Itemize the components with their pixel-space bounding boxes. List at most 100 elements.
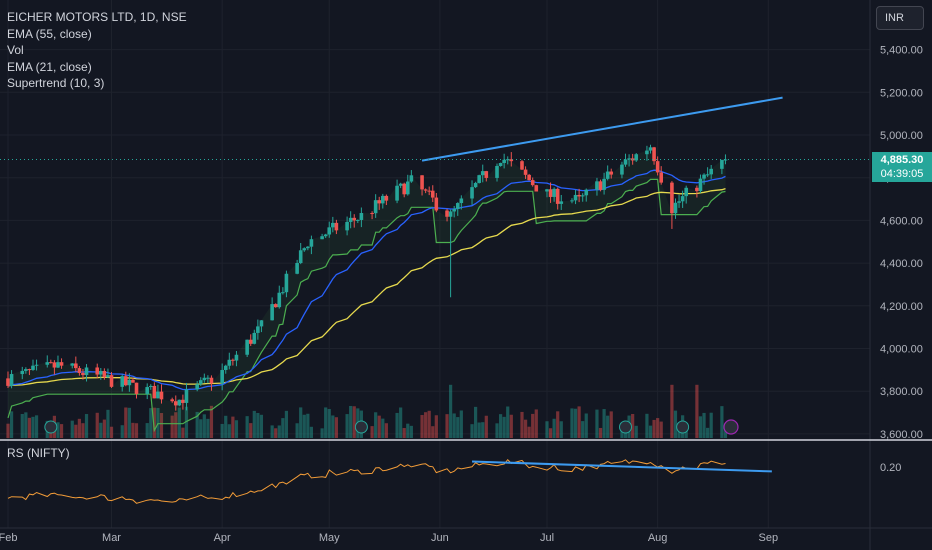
candle-body: [184, 389, 189, 403]
legend-supertrend[interactable]: Supertrend (10, 3): [7, 76, 105, 90]
candle-body: [52, 362, 57, 368]
volume-bar: [99, 422, 103, 438]
volume-bar: [595, 409, 599, 438]
volume-bar: [702, 412, 706, 438]
volume-bar: [384, 423, 388, 438]
event-earnings-icon: [676, 420, 690, 434]
candle-body: [420, 175, 424, 190]
volume-bar: [127, 407, 131, 438]
candle-body: [595, 181, 599, 190]
volume-bar: [670, 384, 674, 438]
candle-body: [677, 201, 681, 203]
candle-body: [273, 304, 278, 308]
volume-bar: [534, 409, 538, 438]
candle-body: [120, 376, 125, 387]
volume-bar: [184, 406, 189, 438]
volume-bar: [545, 421, 549, 438]
price-tick-label: 3,800.00: [880, 386, 923, 398]
candle-body: [59, 362, 64, 366]
volume-bar: [20, 414, 24, 438]
candle-body: [270, 304, 274, 321]
volume-bar: [327, 409, 331, 438]
rs-tick-label: 0.20: [880, 462, 901, 474]
candle-body: [99, 370, 103, 375]
volume-bar: [370, 426, 374, 438]
candle-body: [509, 159, 514, 162]
candle-body: [527, 174, 531, 181]
volume-bar: [395, 412, 399, 438]
volume-bar: [259, 414, 264, 438]
volume-bar: [377, 415, 381, 438]
candle-body: [234, 354, 239, 361]
volume-bar: [706, 427, 710, 438]
legend-symbol[interactable]: EICHER MOTORS LTD, 1D, NSE: [7, 10, 187, 24]
volume-bar: [381, 418, 385, 438]
candle-body: [359, 213, 364, 220]
candle-body: [520, 161, 524, 170]
volume-bar: [59, 424, 64, 438]
ema21-line: [7, 169, 726, 391]
rs-panel-label[interactable]: RS (NIFTY): [7, 446, 70, 460]
volume-bar: [124, 407, 128, 438]
legend-ema21[interactable]: EMA (21, close): [7, 59, 92, 74]
volume-bar: [209, 405, 214, 438]
volume-bar: [134, 423, 139, 438]
volume-bar: [281, 418, 285, 438]
volume-bar: [420, 415, 424, 438]
volume-bar: [449, 384, 453, 438]
candle-body: [106, 375, 110, 378]
volume-bars: [6, 384, 728, 438]
price-tick-label: 5,000.00: [880, 130, 923, 142]
volume-bar: [202, 414, 206, 438]
volume-bar: [31, 416, 35, 438]
candle-body: [652, 147, 656, 162]
candle-body: [670, 182, 674, 214]
candle-body: [77, 368, 82, 373]
volume-bar: [70, 420, 74, 438]
volume-bar: [673, 410, 678, 438]
volume-bar: [695, 384, 699, 438]
candle-body: [24, 369, 28, 371]
volume-bar: [77, 418, 81, 438]
candle-body: [455, 203, 460, 210]
currency-button[interactable]: INR: [876, 6, 924, 30]
candle-body: [331, 222, 335, 228]
candle-body: [609, 171, 614, 175]
volume-bar: [120, 425, 124, 438]
candle-body: [227, 359, 232, 366]
volume-bar: [95, 412, 99, 438]
volume-bar: [306, 413, 310, 438]
candle-body: [20, 370, 25, 375]
candle-body: [577, 194, 581, 197]
legend-vol[interactable]: Vol: [7, 43, 24, 57]
candle-body: [584, 189, 589, 196]
legend-ema55[interactable]: EMA (55, close): [7, 26, 92, 41]
volume-bar: [684, 427, 688, 438]
candle-body: [177, 399, 182, 406]
volume-bar: [559, 421, 563, 438]
candle-body: [252, 332, 257, 344]
volume-bar: [245, 416, 249, 438]
last-price-tag: 4,885.30 04:39:05: [872, 152, 932, 182]
volume-bar: [352, 406, 356, 438]
candle-body: [9, 374, 14, 386]
candle-body: [548, 189, 553, 197]
candle-body: [602, 178, 606, 190]
candle-body: [49, 362, 53, 364]
volume-bar: [309, 426, 314, 438]
price-tick-label: 4,600.00: [880, 215, 923, 227]
volume-bar: [552, 418, 556, 438]
date-tick-label: Mar: [102, 532, 121, 544]
candle-body: [573, 194, 578, 201]
candle-body: [248, 339, 253, 344]
date-tick-label: Aug: [648, 532, 668, 544]
candle-body: [123, 376, 128, 386]
candle-body: [430, 190, 435, 198]
candle-body: [655, 161, 660, 173]
volume-bar: [495, 423, 499, 438]
volume-bar: [295, 423, 299, 438]
candle-body: [170, 399, 174, 402]
volume-bar: [631, 414, 635, 438]
volume-bar: [659, 421, 663, 438]
